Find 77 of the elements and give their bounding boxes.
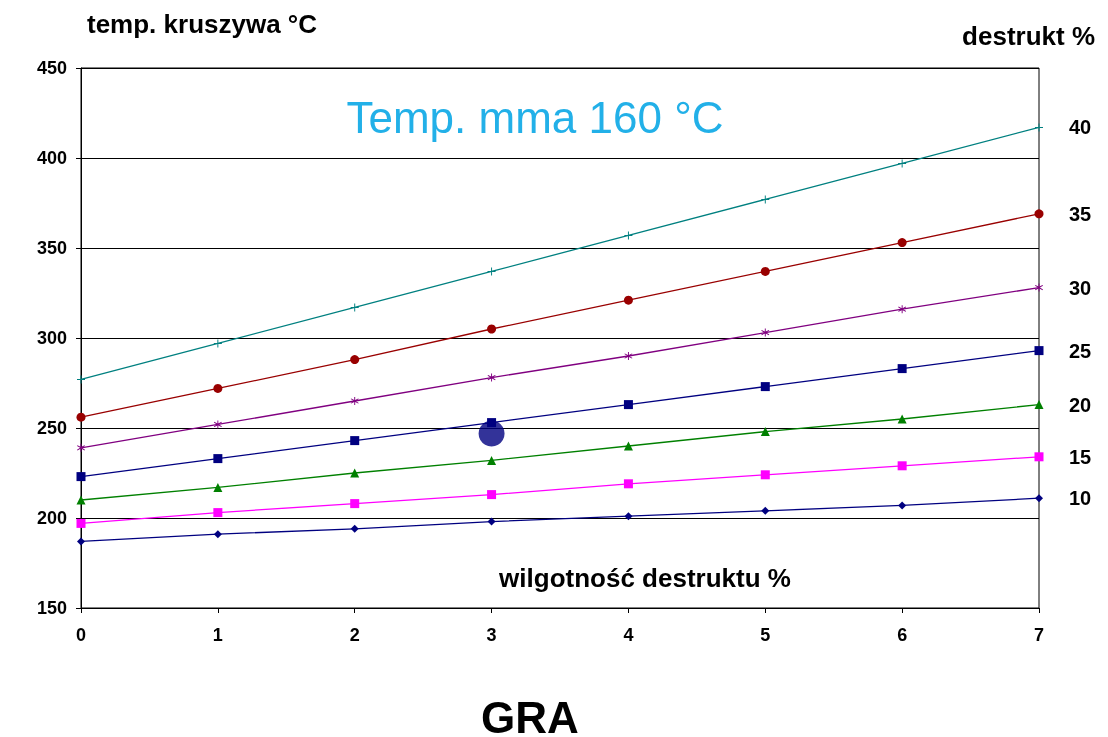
y-tick-label: 400 (36, 148, 67, 168)
point (761, 195, 770, 204)
series-label: 30 (1069, 276, 1092, 299)
series-label: 15 (1069, 445, 1092, 468)
x-tick-label: 5 (760, 625, 771, 645)
point (350, 355, 360, 365)
point (1034, 452, 1044, 462)
point (76, 472, 86, 482)
point (760, 382, 770, 392)
point (487, 455, 497, 465)
series-label: 40 (1069, 116, 1092, 139)
point (761, 328, 770, 337)
point (624, 231, 633, 240)
x-tick-label: 1 (212, 625, 223, 645)
y-tick-label: 200 (36, 508, 67, 528)
point (76, 495, 86, 505)
point (623, 295, 633, 305)
point (487, 517, 496, 526)
point (487, 324, 497, 334)
point (487, 418, 497, 428)
point (77, 537, 85, 546)
series-label: 25 (1069, 339, 1092, 362)
point (1034, 346, 1044, 356)
point (487, 373, 496, 382)
x-tick-label: 3 (486, 625, 497, 645)
point (487, 267, 496, 276)
series-label: 20 (1069, 393, 1092, 416)
x-tick-label: 2 (349, 625, 360, 645)
point (898, 159, 907, 168)
y-tick-label: 350 (36, 238, 67, 258)
point (350, 303, 359, 312)
point (213, 482, 223, 492)
point (623, 479, 633, 489)
text: GRA (481, 692, 579, 737)
x-tick-label: 4 (623, 625, 634, 645)
point (897, 414, 907, 424)
point (898, 501, 907, 510)
point (213, 530, 222, 539)
point (76, 412, 86, 422)
point (624, 352, 633, 360)
x-tick-label: 7 (1033, 625, 1045, 645)
legend-title: destrukt % (962, 21, 1095, 51)
point (897, 461, 907, 471)
point (1035, 494, 1043, 503)
y-tick-label: 300 (36, 328, 67, 348)
point (487, 490, 497, 500)
y-tick-label: 150 (36, 598, 67, 618)
point (760, 470, 770, 480)
x-tick-label: 6 (897, 625, 908, 645)
series-label: 10 (1069, 487, 1092, 510)
point (623, 441, 633, 451)
point (897, 238, 907, 248)
point (897, 364, 907, 374)
point (350, 468, 360, 478)
point (350, 524, 359, 533)
point (213, 339, 222, 348)
text: Temp. mma 160 °C (346, 92, 724, 142)
y-tick-label: 250 (36, 418, 67, 438)
point (1034, 209, 1044, 219)
point (624, 512, 633, 521)
x-tick-label: 0 (75, 625, 87, 645)
point (760, 266, 770, 276)
point (213, 420, 222, 429)
point (350, 499, 360, 509)
y-axis-title: temp. kruszywa °C (87, 9, 318, 39)
point (623, 400, 633, 410)
point (213, 508, 223, 518)
point (1034, 400, 1044, 410)
series-label: 35 (1069, 202, 1092, 225)
x-axis-title: wilgotność destruktu % (498, 563, 791, 593)
point (350, 436, 360, 446)
y-tick-label: 450 (36, 58, 67, 78)
point (213, 454, 223, 464)
point (898, 305, 907, 314)
point (761, 506, 770, 515)
point (213, 383, 223, 393)
point (350, 397, 359, 405)
